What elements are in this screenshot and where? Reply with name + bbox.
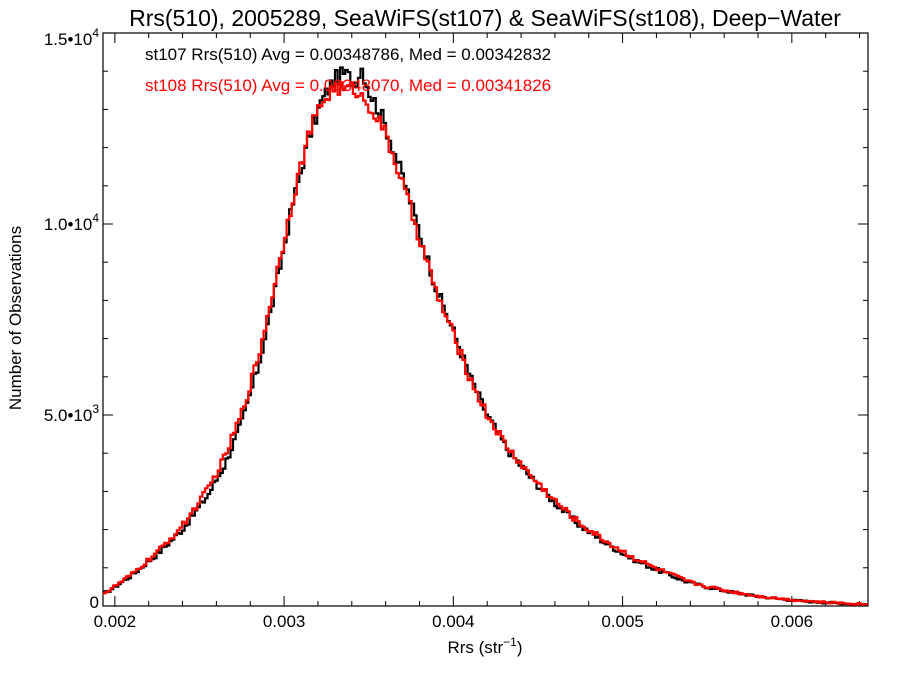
plot-frame [102, 32, 869, 607]
y-tick-label-exponent: 4 [92, 26, 99, 40]
y-tick-label: 5.0•103 [44, 402, 100, 425]
series-layer [103, 66, 868, 606]
annotations: st107 Rrs(510) Avg = 0.00348786, Med = 0… [145, 45, 551, 95]
y-tick-label-exponent: 4 [92, 211, 99, 225]
annotation-line-2: st108 Rrs(510) Avg = 0.00348070, Med = 0… [145, 76, 551, 95]
x-tick-label: 0.002 [94, 612, 137, 631]
histogram-series-2 [103, 81, 868, 606]
y-tick-label-base: 0 [90, 593, 99, 612]
x-tick-label: 0.003 [263, 612, 306, 631]
axis-ticks: 0.002 0.003 0.004 0.005 0.00605.0•1031.0•104… [44, 26, 868, 631]
y-tick-label-base: 1.5•10 [44, 30, 93, 49]
y-tick-label: 1.5•104 [44, 26, 100, 49]
histogram-series-1 [103, 66, 868, 606]
x-axis-label: Rrs (str−1) [447, 635, 522, 657]
chart-title: Rrs(510), 2005289, SeaWiFS(st107) & SeaW… [129, 5, 841, 31]
y-axis-label: Number of Observations [6, 226, 25, 410]
y-tick-label-base: 1.0•10 [44, 215, 93, 234]
y-tick-label-exponent: 3 [92, 402, 99, 416]
y-tick-label: 1.0•104 [44, 211, 100, 234]
y-tick-label-base: 5.0•10 [44, 406, 93, 425]
x-tick-label: 0.006 [771, 612, 814, 631]
x-tick-label: 0.004 [432, 612, 475, 631]
annotation-line-1: st107 Rrs(510) Avg = 0.00348786, Med = 0… [145, 45, 551, 64]
y-tick-label: 0 [90, 593, 99, 612]
x-tick-label: 0.005 [601, 612, 644, 631]
